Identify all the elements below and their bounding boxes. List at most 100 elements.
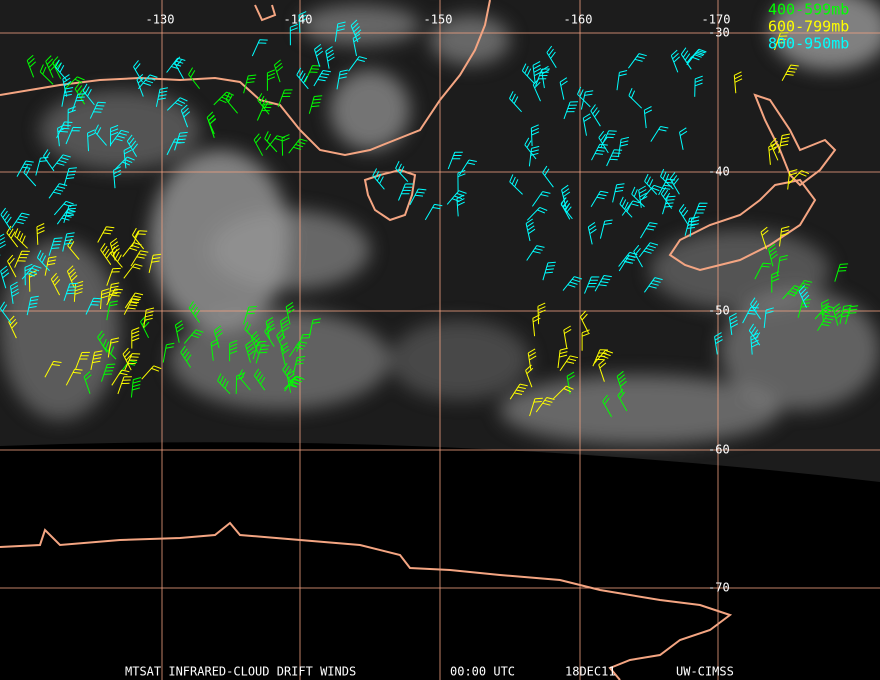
wind-barbs (0, 11, 859, 418)
wind-barb (581, 329, 590, 351)
wind-barb (126, 134, 138, 157)
wind-barb (621, 200, 641, 216)
wind-barb (277, 89, 293, 107)
wind-barb (289, 23, 298, 46)
wind-barb (526, 206, 548, 221)
wind-barb (793, 280, 813, 296)
wind-barb (560, 197, 573, 220)
wind-barb (686, 50, 706, 66)
wind-barb (256, 103, 273, 121)
wind-barb (628, 88, 643, 109)
wind-barb (680, 47, 693, 70)
wind-barb (599, 219, 613, 239)
wind-barb (174, 131, 188, 151)
wind-barb (133, 60, 143, 83)
wind-barb (61, 87, 74, 107)
wind-barb (107, 282, 120, 303)
wind-barb (590, 104, 601, 127)
wind-barb (143, 307, 155, 328)
wind-barb (591, 143, 608, 161)
wind-barb (409, 188, 427, 206)
wind-barb (532, 61, 542, 84)
wind-barb (130, 377, 142, 398)
wind-barb (117, 376, 132, 395)
wind-barb (89, 101, 106, 119)
wind-barb (114, 156, 135, 171)
wind-barb (288, 138, 308, 154)
wind-barb (616, 70, 628, 91)
wind-barb (821, 299, 830, 322)
wind-barb (162, 342, 175, 363)
wind-barb (225, 92, 238, 114)
wind-barb (106, 267, 121, 286)
wind-barb (26, 54, 37, 78)
wind-barb (768, 243, 778, 267)
wind-barb (590, 190, 609, 207)
wind-barb (64, 76, 85, 90)
wind-barb (23, 165, 37, 187)
wind-barb (285, 301, 295, 325)
legend-entry: 600-799mb (768, 18, 849, 36)
wind-barb (692, 202, 708, 221)
wind-barb (304, 65, 321, 83)
wind-barb (660, 187, 673, 209)
wind-barb (580, 90, 594, 110)
wind-barb (524, 137, 537, 160)
wind-barb (110, 124, 119, 147)
wind-barb (102, 339, 117, 360)
wind-barb (535, 397, 555, 413)
wind-barb (130, 250, 149, 267)
wind-barb (141, 365, 162, 380)
wind-barb (542, 261, 556, 281)
footer-text: UW-CIMSS (676, 665, 734, 679)
wind-barb (679, 127, 688, 150)
wind-barb (217, 373, 231, 395)
wind-barb (97, 330, 108, 353)
wind-barb (662, 195, 676, 215)
wind-barb (650, 126, 669, 142)
wind-barb (526, 245, 545, 261)
wind-barb (532, 78, 541, 102)
wind-barb (166, 97, 188, 111)
wind-barb (584, 276, 600, 294)
wind-barb (174, 320, 184, 343)
wind-barb (113, 166, 122, 189)
wind-barb (206, 111, 216, 135)
wind-barb (562, 276, 583, 291)
wind-barb (251, 39, 268, 57)
wind-barb (669, 172, 680, 195)
longitude-label: -150 (424, 13, 453, 27)
wind-barb (839, 304, 852, 325)
wind-barb (63, 204, 78, 224)
wind-barb (760, 226, 769, 250)
wind-barb (781, 64, 799, 82)
wind-barb (641, 184, 662, 200)
wind-barb (67, 106, 76, 128)
wind-barb (243, 306, 257, 325)
wind-barb (557, 347, 568, 369)
wind-barb (45, 55, 56, 78)
wind-barb (75, 351, 90, 370)
wind-barb (52, 56, 62, 79)
wind-barb (276, 329, 286, 353)
labels: -130 -140 -150 -160 -170-30 -40 -50 -60 -70 400-5… (125, 1, 849, 679)
wind-barb (546, 45, 557, 69)
latitude-label: -30 (708, 26, 730, 40)
wind-barb (814, 305, 835, 320)
wind-barb (109, 237, 120, 261)
wind-barb (424, 203, 443, 221)
wind-barb (559, 355, 579, 371)
wind-barb (308, 95, 323, 114)
wind-barb (395, 160, 409, 182)
wind-barb (834, 263, 849, 282)
wind-barb (244, 321, 258, 343)
wind-barb (85, 297, 102, 315)
wind-barb (0, 301, 12, 324)
wind-barb (729, 312, 739, 335)
wind-barb (618, 251, 638, 267)
wind-barb (48, 237, 63, 256)
wind-barb (521, 63, 536, 85)
wind-barb (563, 101, 579, 120)
wind-barb (619, 196, 633, 218)
